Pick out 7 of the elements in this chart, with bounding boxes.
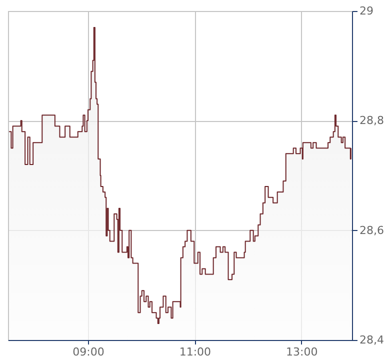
y-tick-label: 28,8 <box>360 114 384 128</box>
y-tick-label: 29 <box>360 4 374 18</box>
x-tick-label: 09:00 <box>72 346 104 358</box>
y-tick-label: 28,4 <box>360 334 384 346</box>
x-tick-label: 11:00 <box>179 346 212 358</box>
x-tick-label: 13:00 <box>286 346 318 358</box>
y-tick-label: 28,6 <box>360 224 384 237</box>
